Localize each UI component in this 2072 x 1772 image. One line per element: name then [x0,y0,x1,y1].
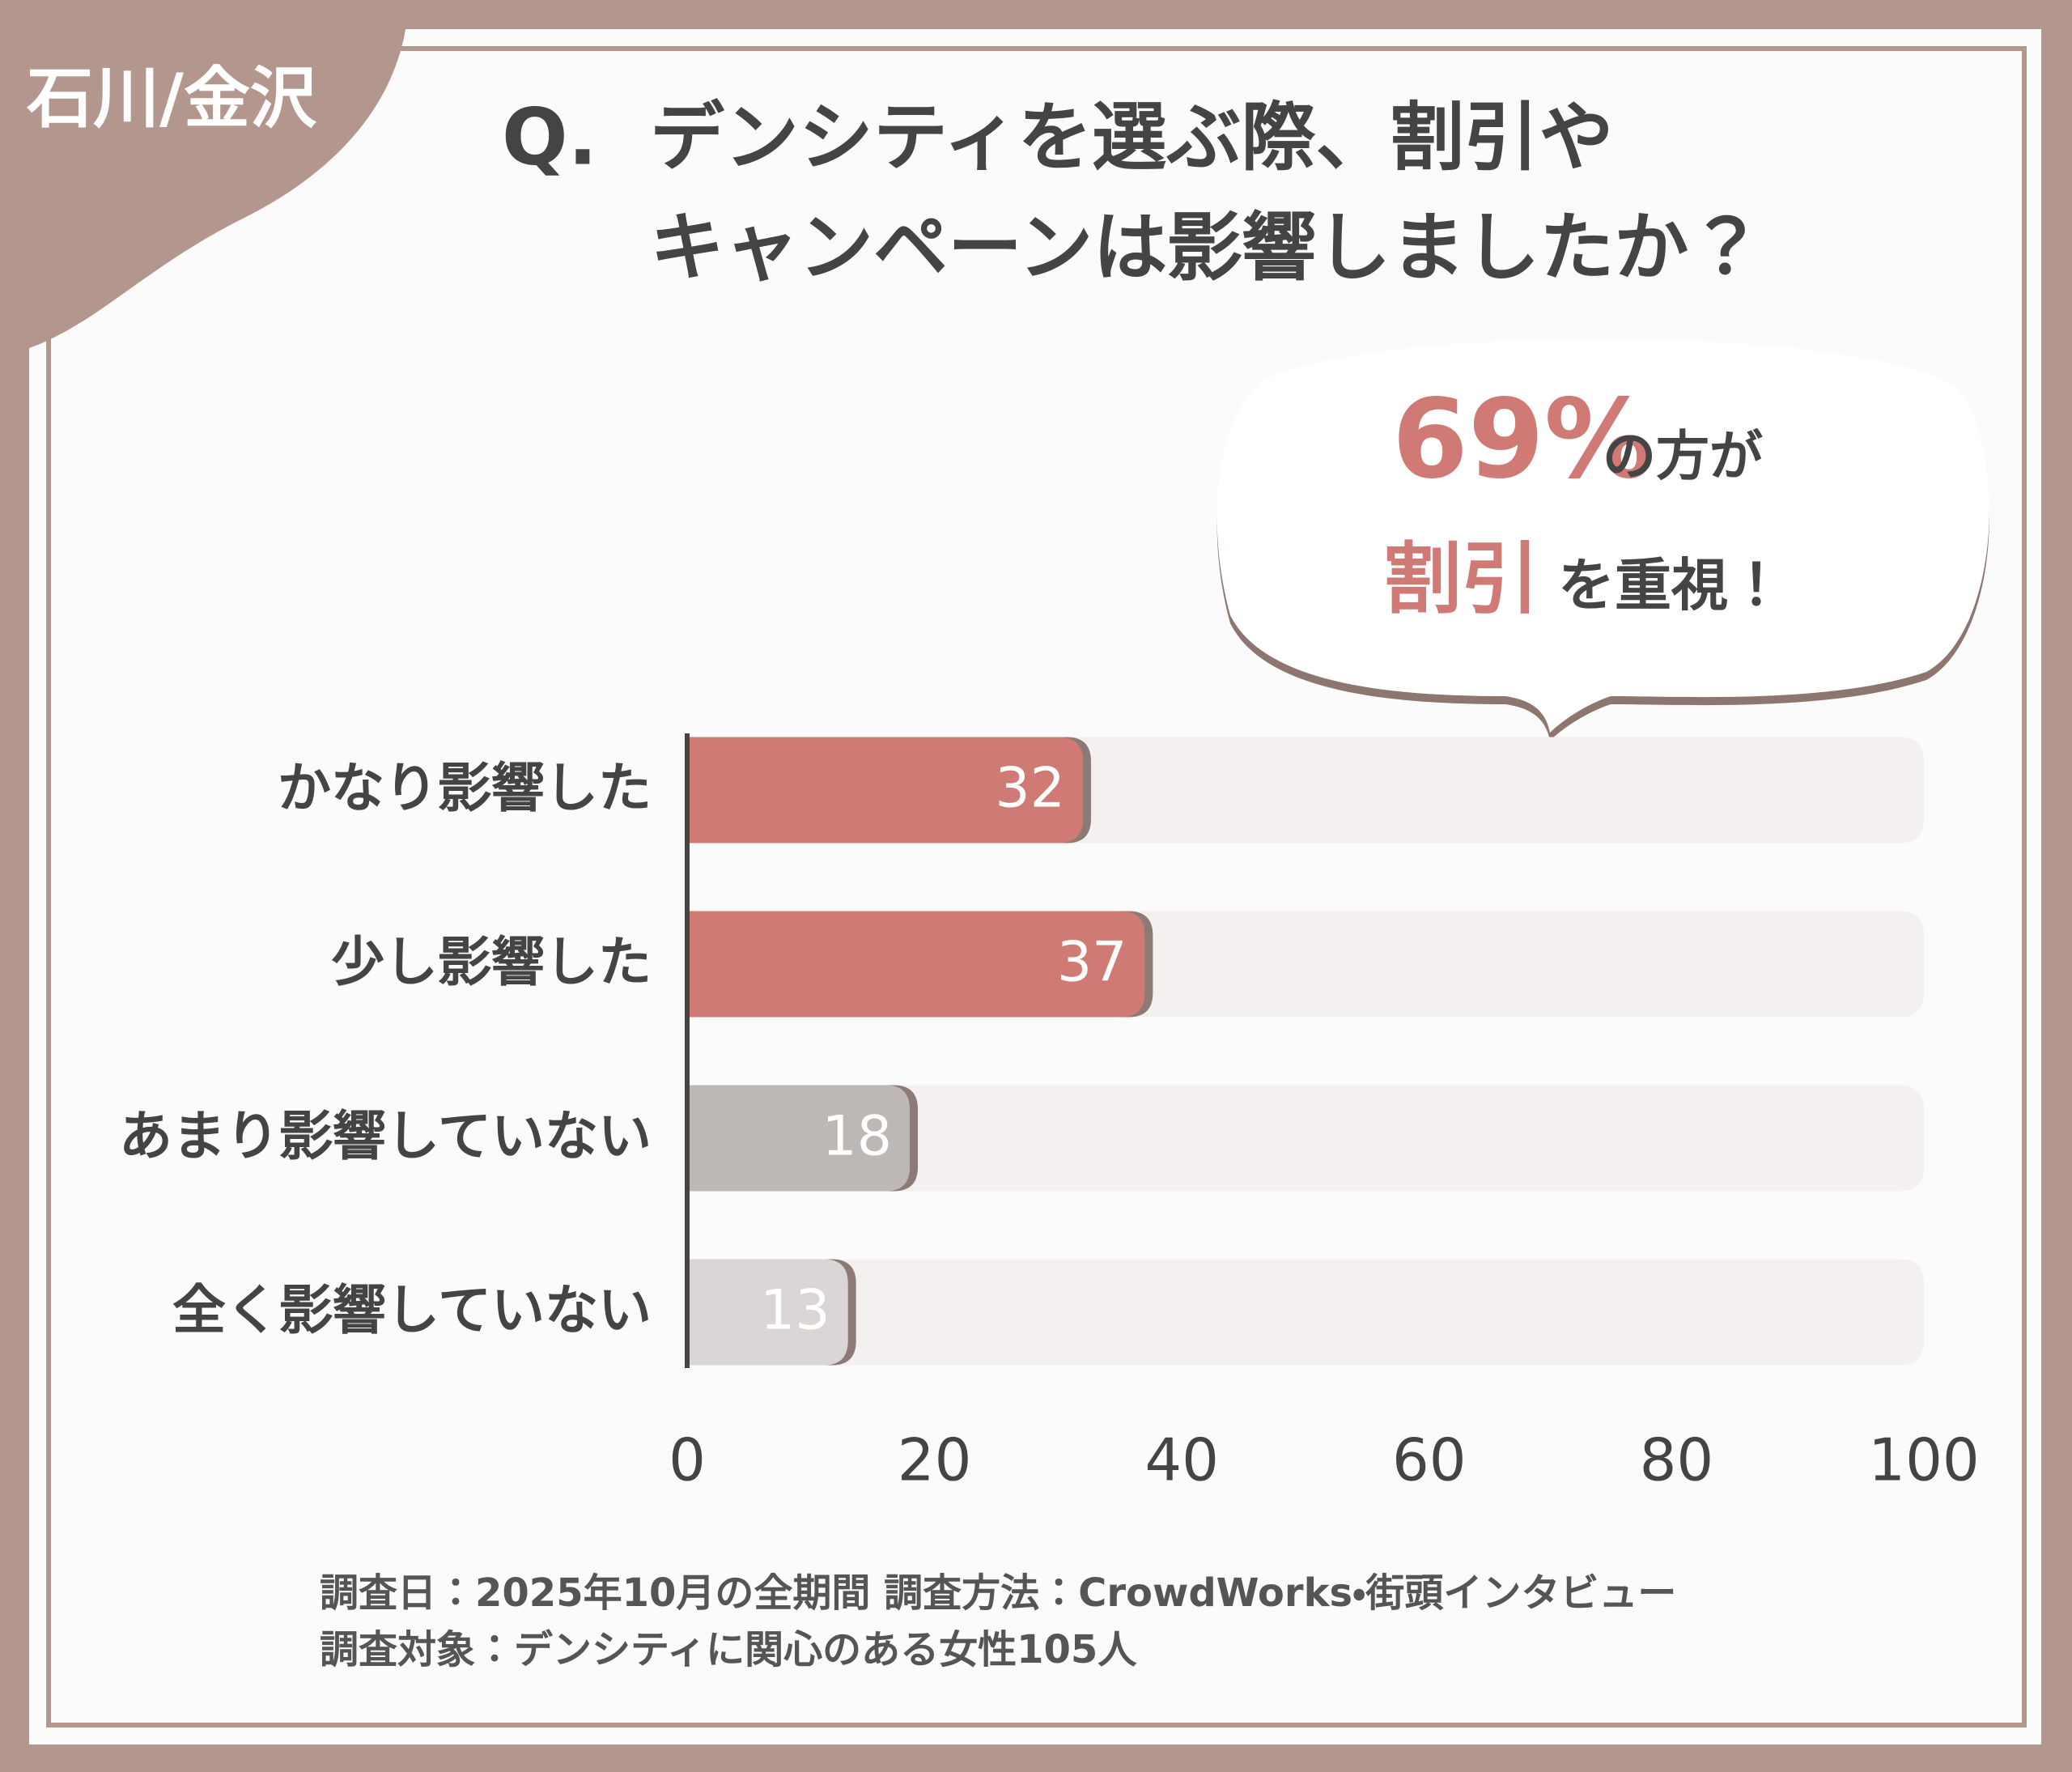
value-label: 18 [822,1105,893,1169]
x-tick-label: 100 [1868,1426,1979,1494]
bar [687,737,1083,844]
x-tick-label: 40 [1144,1426,1219,1494]
bar-track [687,1259,1924,1366]
callout-bubble [1216,338,1989,733]
footnote: 調査日：2025年10月の全期間 調査方法：CrowdWorks・街頭インタビュ… [320,1570,1676,1616]
chart-title: キャンペーンは影響しましたか？ [650,204,1763,291]
x-tick-label: 0 [669,1426,706,1494]
y-tick-label: あまり影響していない [119,1105,652,1167]
question-label: Q. [502,91,597,182]
footnote: 調査対象：デンシティに関心のある女性105人 [320,1627,1137,1672]
bar [687,1085,911,1192]
bar [687,1259,848,1366]
bar [687,911,1145,1018]
value-label: 37 [1057,931,1127,995]
callout-highlight: 69% [1392,376,1654,503]
x-tick-label: 80 [1640,1426,1714,1494]
callout-text: の方が [1603,425,1763,487]
tag-shape [0,0,409,348]
value-label: 32 [995,757,1065,821]
bar-track [687,1085,1924,1192]
inner-border [46,46,2027,1727]
y-tick-label: 少し影響した [331,931,652,993]
chart-title: デンシティを選ぶ際、割引や [650,94,1613,181]
tag: 石川/金沢 [27,60,317,137]
callout-highlight: 割引 [1384,533,1539,624]
value-label: 13 [760,1279,830,1343]
y-tick-label: 全く影響していない [172,1279,652,1341]
y-tick-label: かなり影響した [278,757,652,819]
panel [29,29,2041,1744]
x-tick-label: 20 [898,1426,972,1494]
x-tick-label: 60 [1392,1426,1467,1494]
callout-text: を重視！ [1558,552,1785,618]
